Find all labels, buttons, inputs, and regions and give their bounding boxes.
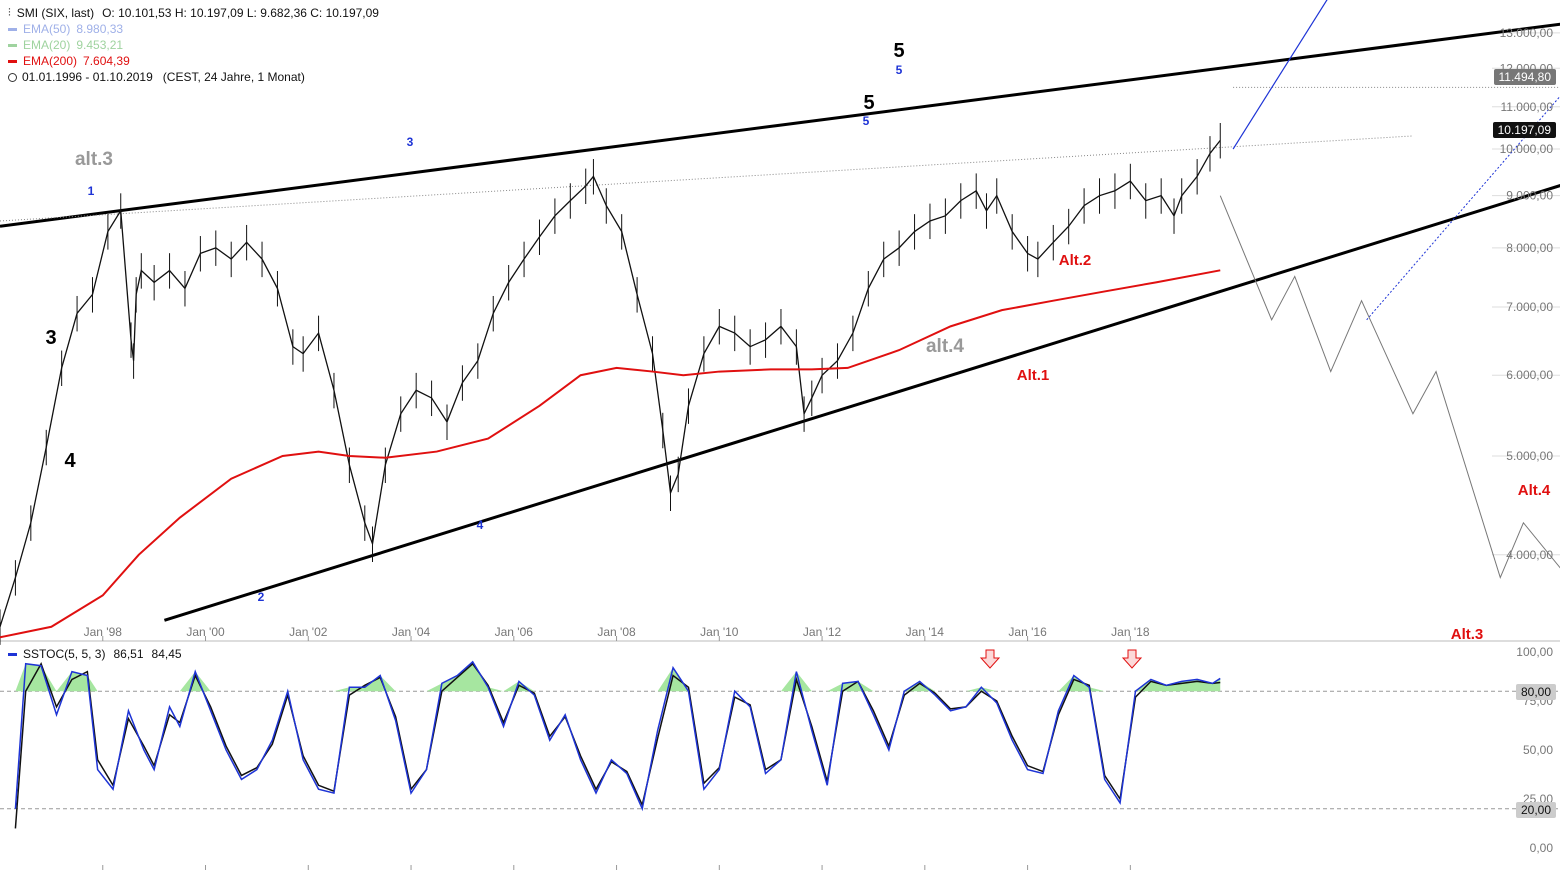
axis-layer: 4.000,00 5.000,00 6.000,00 7.000,00 8.000,00… <box>84 26 1554 870</box>
y-tick-label: 9.000,00 <box>1506 189 1553 203</box>
alt-red-label: Alt.4 <box>1518 482 1551 499</box>
x-tick-label: Jan '06 <box>495 625 534 639</box>
wave-black-label: 5 <box>893 40 904 62</box>
wave-blue-label: 3 <box>407 135 414 149</box>
stoch-d-value: 84,45 <box>151 647 182 661</box>
last-price-pill: 10.197,09 <box>1492 122 1556 138</box>
wave-blue-label: 4 <box>477 518 484 532</box>
alt-gray-label: alt.3 <box>75 149 113 170</box>
price-line <box>0 139 1221 627</box>
legend-ema200[interactable]: EMA(200) 7.604,39 <box>8 53 379 69</box>
alt-red-label: Alt.3 <box>1451 626 1484 643</box>
ema20-swatch <box>8 43 17 47</box>
upper-trendline <box>0 22 1560 228</box>
ema50-value: 8.980,33 <box>76 22 124 36</box>
x-tick-label: Jan '08 <box>597 625 636 639</box>
ema200-line <box>0 269 1221 639</box>
stoch-k-value: 86,51 <box>113 647 144 661</box>
ema200-value: 7.604,39 <box>83 54 130 68</box>
x-tick-label: Jan '18 <box>1111 625 1150 639</box>
ohlc-values: O: 10.101,53 H: 10.197,09 L: 9.682,36 C:… <box>102 6 379 20</box>
stoch-y-tick-label: 50,00 <box>1523 743 1553 757</box>
wave-black-label: 5 <box>863 92 874 114</box>
stoch-k-line <box>14 660 1221 812</box>
price-layer <box>0 123 1221 645</box>
y-tick-label: 8.000,00 <box>1506 241 1553 255</box>
alt-red-label: Alt.2 <box>1059 252 1092 269</box>
wave-blue-label: 2 <box>258 590 265 604</box>
x-tick-label: Jan '04 <box>392 625 431 639</box>
y-tick-label: 6.000,00 <box>1506 368 1553 382</box>
blue-dotted-projection <box>1366 95 1560 321</box>
stoch-y-tick-label: 100,00 <box>1516 645 1553 659</box>
stoch-y-tick-label: 0,00 <box>1530 841 1554 855</box>
stochastic-layer <box>14 649 1221 829</box>
y-tick-label: 5.000,00 <box>1506 449 1553 463</box>
date-range: 01.01.1996 - 01.10.2019 <box>22 70 153 84</box>
projection-path <box>1219 195 1560 579</box>
target-price-pill: 11.494,80 <box>1493 69 1556 85</box>
stoch-20-pill: 20,00 <box>1515 802 1556 818</box>
chart-legend: ⫶ SMI (SIX, last) O: 10.101,53 H: 10.197… <box>8 5 379 85</box>
legend-title-row: ⫶ SMI (SIX, last) O: 10.101,53 H: 10.197… <box>8 5 379 21</box>
stoch-legend[interactable]: SSTOC(5, 5, 3) 86,51 84,45 <box>8 647 190 661</box>
y-tick-label: 10.000,00 <box>1500 142 1554 156</box>
x-tick-label: Jan '12 <box>803 625 842 639</box>
y-tick-label: 11.000,00 <box>1501 100 1554 114</box>
chart-type-icon[interactable]: ⫶ <box>8 7 11 19</box>
alt-gray-label: alt.4 <box>926 336 964 357</box>
legend-ema20[interactable]: EMA(20) 9.453,21 <box>8 37 379 53</box>
x-tick-label: Jan '10 <box>700 625 739 639</box>
clock-icon <box>8 72 17 82</box>
wave-blue-label: 5 <box>896 63 903 77</box>
ema20-value: 9.453,21 <box>76 38 124 52</box>
ema200-swatch <box>8 59 17 63</box>
y-tick-label: 7.000,00 <box>1506 300 1553 314</box>
alt-red-label: Alt.1 <box>1017 367 1050 384</box>
period-info: (CEST, 24 Jahre, 1 Monat) <box>162 70 305 84</box>
legend-ema50[interactable]: EMA(50) 8.980,33 <box>8 21 379 37</box>
blue-wave-line <box>1232 0 1328 150</box>
down-arrow-icon <box>1121 649 1143 669</box>
down-arrow-icon <box>979 649 1001 669</box>
ema50-label: EMA(50) <box>23 22 71 36</box>
legend-range: 01.01.1996 - 01.10.2019 (CEST, 24 Jahre,… <box>8 69 379 85</box>
dotted-trendline <box>0 135 1413 222</box>
stoch-label: SSTOC(5, 5, 3) <box>23 647 106 661</box>
stoch-80-pill: 80,00 <box>1515 684 1556 700</box>
chart-title: SMI (SIX, last) <box>16 6 95 20</box>
wave-blue-label: 1 <box>88 184 95 198</box>
wave-blue-label: 5 <box>863 114 870 128</box>
stoch-swatch <box>8 652 17 656</box>
ema50-swatch <box>8 27 17 31</box>
ema200-label: EMA(200) <box>23 54 78 68</box>
x-tick-label: Jan '14 <box>906 625 945 639</box>
y-tick-label: 4.000,00 <box>1506 548 1553 562</box>
grid-layer <box>0 32 1560 810</box>
lower-trendline <box>163 184 1560 622</box>
wave-black-label: 3 <box>45 327 56 349</box>
x-tick-label: Jan '16 <box>1008 625 1047 639</box>
y-tick-label: 13.000,00 <box>1500 26 1554 40</box>
x-tick-label: Jan '00 <box>186 625 225 639</box>
x-tick-label: Jan '02 <box>289 625 328 639</box>
wave-black-label: 4 <box>64 450 76 472</box>
x-tick-label: Jan '98 <box>84 625 123 639</box>
ema20-label: EMA(20) <box>23 38 71 52</box>
